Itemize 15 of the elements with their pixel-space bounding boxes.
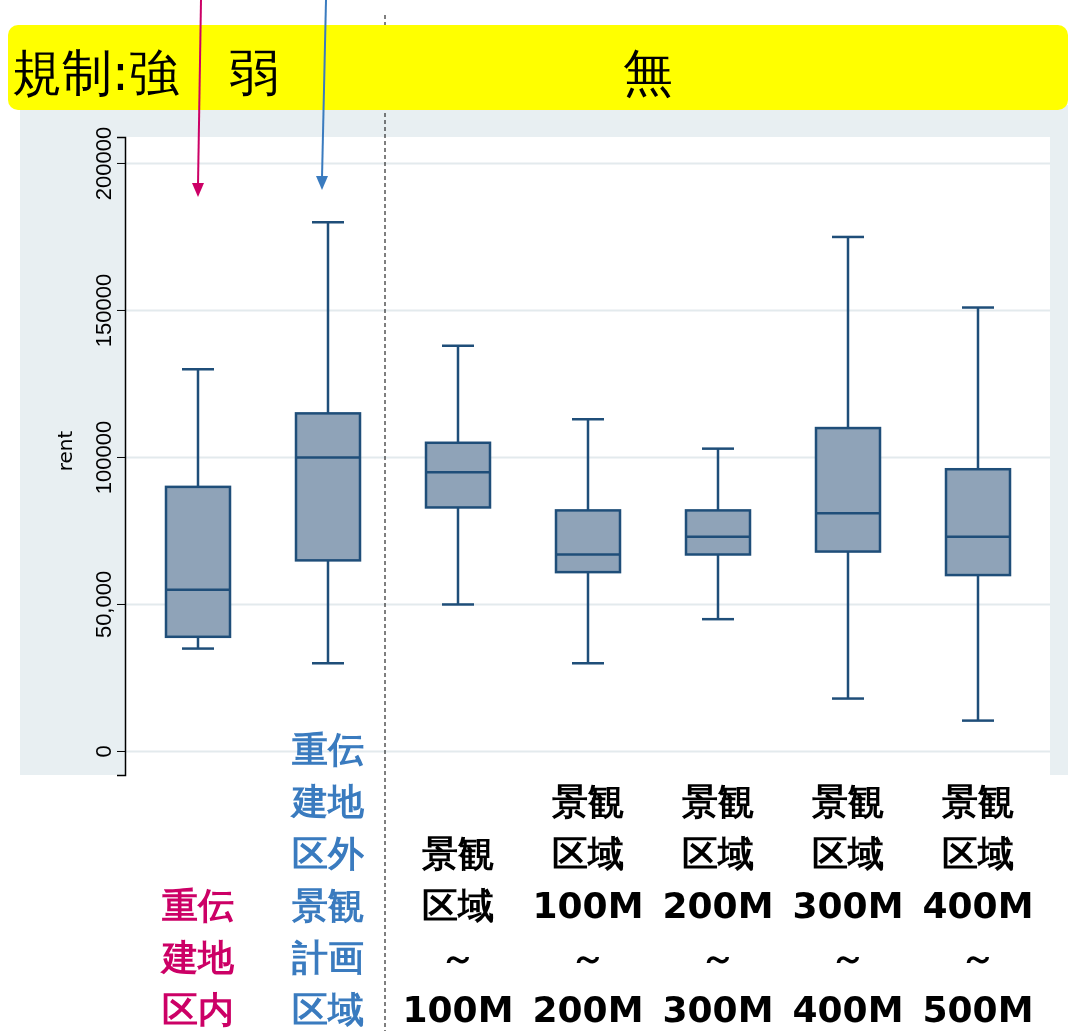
- x-tick-label: 景観区域100M～200M: [532, 781, 644, 1030]
- y-axis-title: rent: [53, 430, 77, 472]
- x-tick-label: 重伝建地区外景観計画区域: [290, 729, 365, 1030]
- text: 規制:強 弱: [12, 44, 279, 102]
- y-tick-label: 0: [91, 745, 116, 758]
- x-tick-label: 景観区域～100M: [402, 833, 514, 1030]
- y-tick-label: 100000: [91, 420, 116, 495]
- text: 無: [623, 44, 673, 102]
- y-tick-label: 200000: [91, 126, 116, 201]
- x-tick-label: 重伝建地区内: [160, 885, 235, 1030]
- x-tick-label: 景観区域200M～300M: [662, 781, 774, 1030]
- x-tick-label: 景観区域300M～400M: [792, 781, 904, 1030]
- y-tick-label: 50,000: [91, 570, 116, 639]
- y-tick-label: 150000: [91, 273, 116, 348]
- x-tick-label: 景観区域400M～500M: [922, 781, 1034, 1030]
